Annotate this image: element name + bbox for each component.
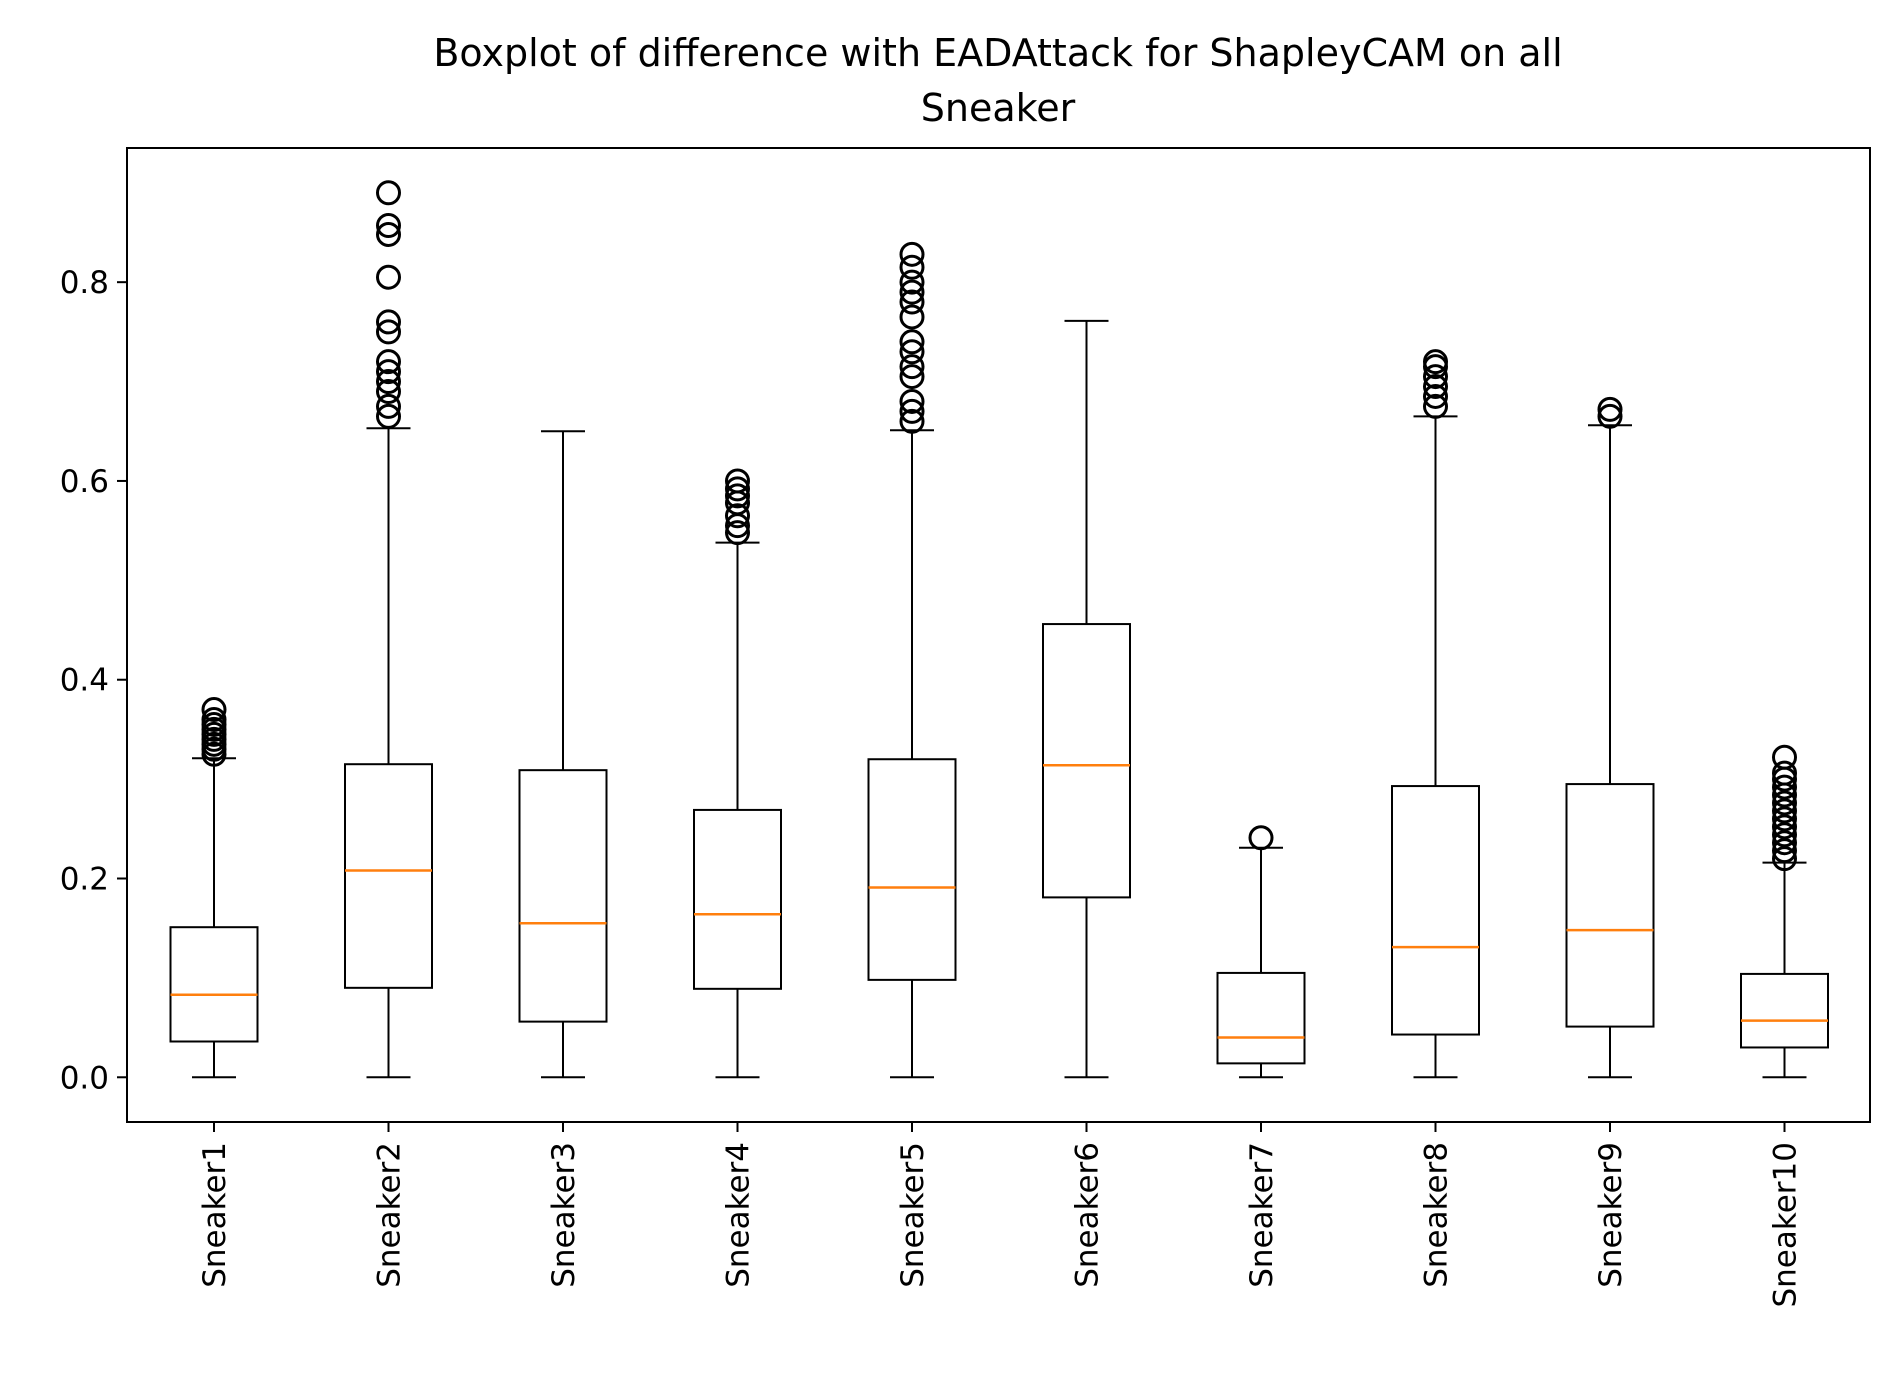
plot-frame <box>126 147 1871 1123</box>
outlier-point <box>725 520 750 546</box>
x-tick-label: Sneaker4 <box>721 1142 757 1288</box>
box-Sneaker2 <box>344 180 433 1079</box>
box-Sneaker8 <box>1391 349 1480 1079</box>
x-tick-label: Sneaker1 <box>197 1142 233 1288</box>
box-Sneaker5 <box>867 241 957 1079</box>
outlier-point <box>1423 383 1448 409</box>
x-tick-label: Sneaker6 <box>1070 1142 1106 1288</box>
outlier-point <box>376 379 401 404</box>
outlier-point <box>899 279 925 305</box>
outlier-point <box>1248 825 1274 851</box>
outlier-point <box>899 354 925 380</box>
outlier-point <box>1772 798 1797 824</box>
outlier-point <box>1772 744 1797 770</box>
iqr-box <box>1740 972 1829 1049</box>
x-tick-label: Sneaker7 <box>1244 1142 1280 1288</box>
outlier-point <box>201 706 227 732</box>
outlier-point <box>1423 349 1448 375</box>
outlier-point <box>1772 814 1797 840</box>
outlier-point <box>725 483 750 509</box>
chart-title-line-2: Sneaker <box>921 86 1076 130</box>
outlier-point <box>376 221 401 247</box>
x-tick-label: Sneaker2 <box>372 1142 408 1288</box>
outlier-point <box>376 309 401 335</box>
iqr-box <box>169 926 259 1043</box>
box-Sneaker7 <box>1216 825 1306 1079</box>
outlier-point <box>899 388 925 414</box>
box-Sneaker10 <box>1740 744 1829 1079</box>
outlier-point <box>1772 774 1797 800</box>
outlier-point <box>899 339 925 365</box>
outlier-point <box>899 289 925 315</box>
outlier-point <box>376 403 401 429</box>
outlier-point <box>376 349 401 375</box>
outlier-point <box>1772 822 1797 848</box>
box-Sneaker3 <box>518 430 608 1079</box>
box-Sneaker1 <box>169 697 259 1079</box>
iqr-box <box>344 763 433 989</box>
outlier-point <box>1423 393 1448 419</box>
iqr-box <box>518 769 608 1023</box>
outlier-point <box>899 398 925 424</box>
y-tick-label: 0.4 <box>60 663 109 699</box>
outlier-point <box>899 254 925 280</box>
outlier-point <box>725 503 750 529</box>
outlier-point <box>1772 830 1797 856</box>
iqr-box <box>1565 783 1655 1028</box>
outlier-point <box>1423 374 1448 400</box>
y-tick-label: 0.0 <box>60 1060 109 1096</box>
outlier-point <box>1772 806 1797 832</box>
outlier-point <box>376 393 401 419</box>
outlier-point <box>1423 364 1448 390</box>
iqr-box <box>867 758 957 981</box>
outlier-point <box>376 319 401 345</box>
outlier-point <box>899 329 925 355</box>
outlier-point <box>1597 396 1623 422</box>
y-tick-label: 0.2 <box>60 862 109 898</box>
chart-title-line-1: Boxplot of difference with EADAttack for… <box>433 31 1562 75</box>
outlier-point <box>376 264 401 290</box>
box-Sneaker4 <box>693 468 782 1079</box>
x-tick-label: Sneaker10 <box>1768 1142 1804 1308</box>
x-tick-label: Sneaker5 <box>895 1142 931 1288</box>
outlier-point <box>899 408 925 434</box>
outlier-point <box>1772 846 1797 872</box>
y-tick-label: 0.8 <box>60 265 109 301</box>
outlier-point <box>376 213 401 239</box>
outlier-point <box>1772 838 1797 864</box>
outlier-point <box>899 241 925 267</box>
iqr-box <box>1391 785 1480 1036</box>
outlier-point <box>1772 790 1797 816</box>
x-tick-label: Sneaker3 <box>546 1142 582 1288</box>
outlier-point <box>1772 760 1797 786</box>
outlier-point <box>899 269 925 295</box>
iqr-box <box>693 808 782 990</box>
box-Sneaker9 <box>1565 396 1655 1079</box>
outlier-point <box>725 468 750 494</box>
outlier-point <box>201 697 227 723</box>
outlier-point <box>899 304 925 330</box>
x-tick-label: Sneaker9 <box>1593 1142 1629 1288</box>
iqr-box <box>1216 971 1306 1065</box>
box-Sneaker6 <box>1042 319 1131 1079</box>
x-tick-label: Sneaker8 <box>1419 1142 1455 1288</box>
y-tick-label: 0.6 <box>60 464 109 500</box>
outlier-point <box>376 369 401 395</box>
outlier-point <box>1597 403 1623 429</box>
iqr-box <box>1042 623 1131 899</box>
outlier-point <box>376 180 401 206</box>
plot-area <box>117 180 1829 1132</box>
outlier-point <box>899 364 925 390</box>
outlier-point <box>376 359 401 385</box>
outlier-point <box>725 476 750 502</box>
